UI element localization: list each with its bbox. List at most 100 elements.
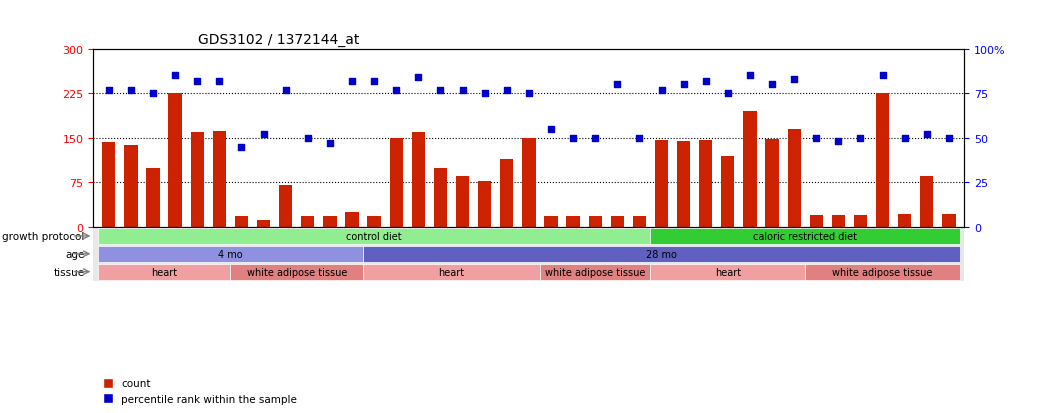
Bar	[301, 217, 314, 228]
Text: heart: heart	[439, 267, 465, 277]
Point	[941, 135, 957, 142]
FancyBboxPatch shape	[805, 264, 960, 280]
Point	[388, 87, 404, 94]
Bar	[433, 168, 447, 228]
Point	[542, 126, 559, 133]
Bar	[611, 217, 624, 228]
Text: growth protocol: growth protocol	[2, 231, 85, 241]
Bar	[898, 214, 912, 228]
Point	[167, 73, 184, 80]
Point	[366, 78, 383, 85]
Bar	[787, 130, 801, 228]
Bar	[832, 216, 845, 228]
Bar	[103, 142, 115, 228]
Bar	[544, 217, 558, 228]
Bar	[234, 217, 248, 228]
Bar	[721, 156, 734, 228]
Point	[521, 91, 537, 97]
Bar	[257, 221, 271, 228]
Text: white adipose tissue: white adipose tissue	[545, 267, 645, 277]
FancyBboxPatch shape	[540, 264, 650, 280]
Point	[852, 135, 869, 142]
Point	[145, 91, 162, 97]
Text: 28 mo: 28 mo	[646, 249, 677, 259]
Point	[255, 132, 272, 138]
Point	[896, 135, 913, 142]
Bar	[810, 216, 823, 228]
Text: control diet: control diet	[346, 231, 402, 241]
Bar	[390, 138, 402, 228]
Bar	[478, 181, 492, 228]
Bar	[633, 217, 646, 228]
Point	[741, 73, 758, 80]
Point	[410, 75, 426, 81]
Bar	[367, 217, 381, 228]
Point	[808, 135, 824, 142]
Point	[653, 87, 670, 94]
Bar	[765, 140, 779, 228]
Point	[830, 139, 846, 145]
FancyBboxPatch shape	[97, 246, 363, 262]
Point	[277, 87, 293, 94]
Bar	[279, 186, 292, 228]
Point	[565, 135, 582, 142]
Text: white adipose tissue: white adipose tissue	[833, 267, 933, 277]
Bar	[744, 112, 757, 228]
Point	[300, 135, 316, 142]
Point	[476, 91, 493, 97]
Bar	[412, 133, 425, 228]
FancyBboxPatch shape	[230, 264, 363, 280]
Point	[233, 144, 250, 151]
FancyBboxPatch shape	[97, 228, 650, 244]
Point	[786, 76, 803, 83]
Point	[212, 78, 228, 85]
Bar	[523, 138, 535, 228]
Text: caloric restricted diet: caloric restricted diet	[753, 231, 858, 241]
Point	[675, 82, 692, 88]
Bar	[213, 131, 226, 228]
Bar	[146, 168, 160, 228]
Bar	[699, 140, 712, 228]
Bar	[876, 94, 890, 228]
Point	[609, 82, 625, 88]
Bar	[920, 177, 933, 228]
Point	[101, 87, 117, 94]
Point	[874, 73, 891, 80]
FancyBboxPatch shape	[363, 246, 960, 262]
Text: white adipose tissue: white adipose tissue	[247, 267, 347, 277]
Point	[454, 87, 471, 94]
Text: GDS3102 / 1372144_at: GDS3102 / 1372144_at	[198, 33, 359, 47]
Text: heart: heart	[714, 267, 740, 277]
Point	[432, 87, 449, 94]
Point	[632, 135, 648, 142]
Text: tissue: tissue	[54, 267, 85, 277]
Point	[343, 78, 360, 85]
Point	[321, 140, 338, 147]
Bar	[500, 159, 513, 228]
Point	[919, 132, 935, 138]
Point	[499, 87, 515, 94]
Point	[122, 87, 139, 94]
Text: 4 mo: 4 mo	[218, 249, 243, 259]
Legend: count, percentile rank within the sample: count, percentile rank within the sample	[99, 374, 302, 408]
Bar	[655, 140, 668, 228]
Bar	[677, 142, 691, 228]
Bar	[589, 217, 601, 228]
Text: heart: heart	[151, 267, 177, 277]
Bar	[943, 214, 955, 228]
Point	[720, 91, 736, 97]
Text: age: age	[65, 249, 85, 259]
Bar	[345, 213, 359, 228]
Point	[189, 78, 205, 85]
Bar	[124, 146, 138, 228]
Bar	[456, 177, 469, 228]
Bar	[324, 217, 337, 228]
FancyBboxPatch shape	[97, 264, 230, 280]
FancyBboxPatch shape	[650, 264, 805, 280]
Bar	[168, 94, 181, 228]
Point	[587, 135, 604, 142]
Point	[764, 82, 781, 88]
FancyBboxPatch shape	[363, 264, 540, 280]
FancyBboxPatch shape	[650, 228, 960, 244]
Point	[698, 78, 714, 85]
